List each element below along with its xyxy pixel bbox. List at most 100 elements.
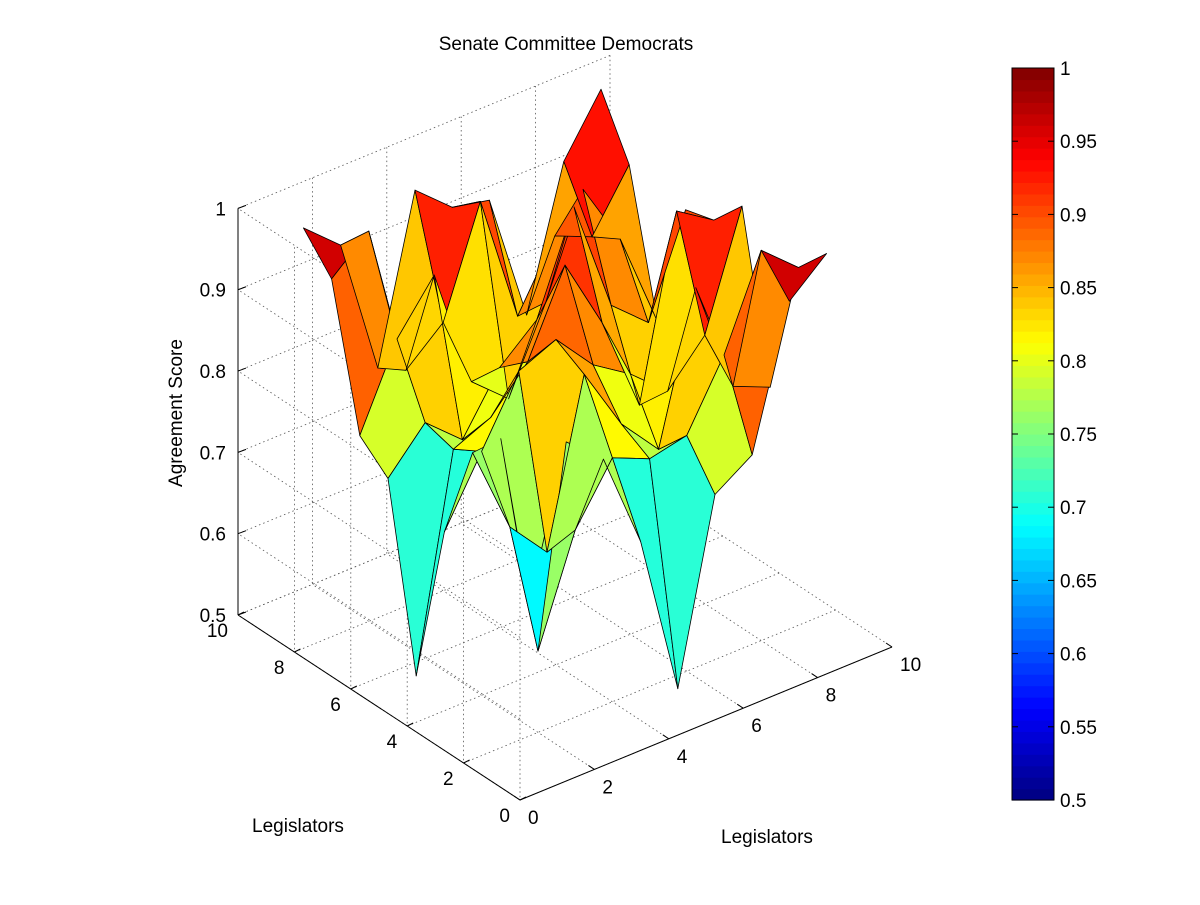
colorbar-tick-label: 0.55 [1060,718,1097,739]
colorbar-tick-label: 0.75 [1060,425,1097,446]
x-tick [885,642,893,648]
x-tick [736,703,744,709]
colorbar-swatch [1012,388,1054,401]
colorbar-swatch [1012,548,1054,561]
colorbar-swatch [1012,79,1054,92]
colorbar-swatch [1012,525,1054,538]
y-tick [519,796,527,801]
colorbar-swatch [1012,285,1054,298]
chart-title: Senate Committee Democrats [439,34,694,55]
colorbar-swatch [1012,742,1054,755]
x-tick-label: 10 [900,655,921,676]
y-tick-label: 4 [387,732,398,753]
colorbar-swatch [1012,719,1054,732]
z-tick-label: 0.9 [200,281,226,302]
z-tick-label: 0.6 [200,525,226,546]
colorbar-swatch [1012,582,1054,595]
colorbar-swatch [1012,754,1054,767]
colorbar-swatch [1012,674,1054,687]
colorbar-swatch [1012,434,1054,447]
colorbar-swatch [1012,353,1054,366]
colorbar-swatch [1012,273,1054,286]
colorbar-tick-label: 0.8 [1060,352,1086,373]
x-tick [513,795,521,801]
z-tick [237,286,247,291]
y-tick-label: 6 [330,695,341,716]
colorbar-swatch [1012,594,1054,607]
colorbar-tick-label: 0.65 [1060,571,1097,592]
x-tick-label: 0 [528,808,539,829]
x-tick [811,673,818,679]
colorbar-tick-label: 0.7 [1060,498,1086,519]
colorbar-swatch [1012,308,1054,321]
z-tick-label: 0.8 [200,362,226,383]
colorbar-swatch [1012,411,1054,424]
colorbar-swatch [1012,422,1054,435]
x-tick-label: 8 [826,686,837,707]
colorbar-swatch [1012,170,1054,183]
z-tick [237,611,247,616]
z-tick-label: 0.7 [200,443,226,464]
colorbar-swatch [1012,148,1054,161]
grid-line [311,177,595,770]
z-tick [237,448,247,453]
colorbar-swatch [1012,68,1054,81]
grid-line [386,147,670,740]
colorbar-swatch [1012,468,1054,481]
x-tick-label: 2 [602,777,613,798]
colorbar-swatch [1012,228,1054,241]
colorbar-swatch [1012,365,1054,378]
y-tick [350,685,358,690]
colorbar-swatch [1012,605,1054,618]
z-tick-label: 1 [215,199,226,220]
colorbar-swatch [1012,445,1054,458]
colorbar-swatch [1012,136,1054,149]
colorbar-swatch [1012,731,1054,744]
colorbar-swatch [1012,639,1054,652]
colorbar-swatch [1012,708,1054,721]
colorbar-swatch [1012,765,1054,778]
surface-layer [302,88,827,690]
colorbar-swatch [1012,777,1054,790]
colorbar-swatch [1012,251,1054,264]
x-tick-label: 6 [751,716,762,737]
colorbar-layer: 0.5 0.55 0.6 0.65 0.7 0.75 0.8 0.85 0.9 0.95 1 [1011,59,1097,812]
y-tick-label: 10 [207,621,228,642]
y-tick [406,722,414,727]
colorbar-swatch [1012,296,1054,309]
colorbar-swatch [1012,216,1054,229]
y-tick [463,759,470,764]
y-tick-label: 0 [499,806,510,827]
surface-patch [760,249,827,302]
z-tick [237,204,247,209]
colorbar-swatch [1012,193,1054,206]
colorbar-swatch [1012,662,1054,675]
colorbar-swatch [1012,571,1054,584]
colorbar-swatch [1012,342,1054,355]
colorbar-swatch [1012,399,1054,412]
colorbar-swatch [1012,502,1054,515]
x-axis-line [519,646,893,801]
z-tick [237,367,247,372]
colorbar-swatch [1012,514,1054,527]
z-axis-label: Agreement Score [166,339,187,487]
colorbar-swatch [1012,159,1054,172]
colorbar-swatch [1012,102,1054,115]
colorbar-swatch [1012,331,1054,344]
colorbar-swatch [1012,205,1054,218]
colorbar-swatch [1012,685,1054,698]
x-tick [662,734,670,740]
colorbar-swatch [1012,536,1054,549]
colorbar-tick-label: 0.95 [1060,132,1097,153]
colorbar-swatch [1012,113,1054,126]
colorbar-swatch [1012,239,1054,252]
grid-line [535,86,818,678]
x-axis-label: Legislators [721,827,813,848]
colorbar-swatch [1012,479,1054,492]
colorbar-swatch [1012,697,1054,710]
colorbar-tick-label: 0.9 [1060,205,1086,226]
y-tick-label: 8 [274,658,285,679]
